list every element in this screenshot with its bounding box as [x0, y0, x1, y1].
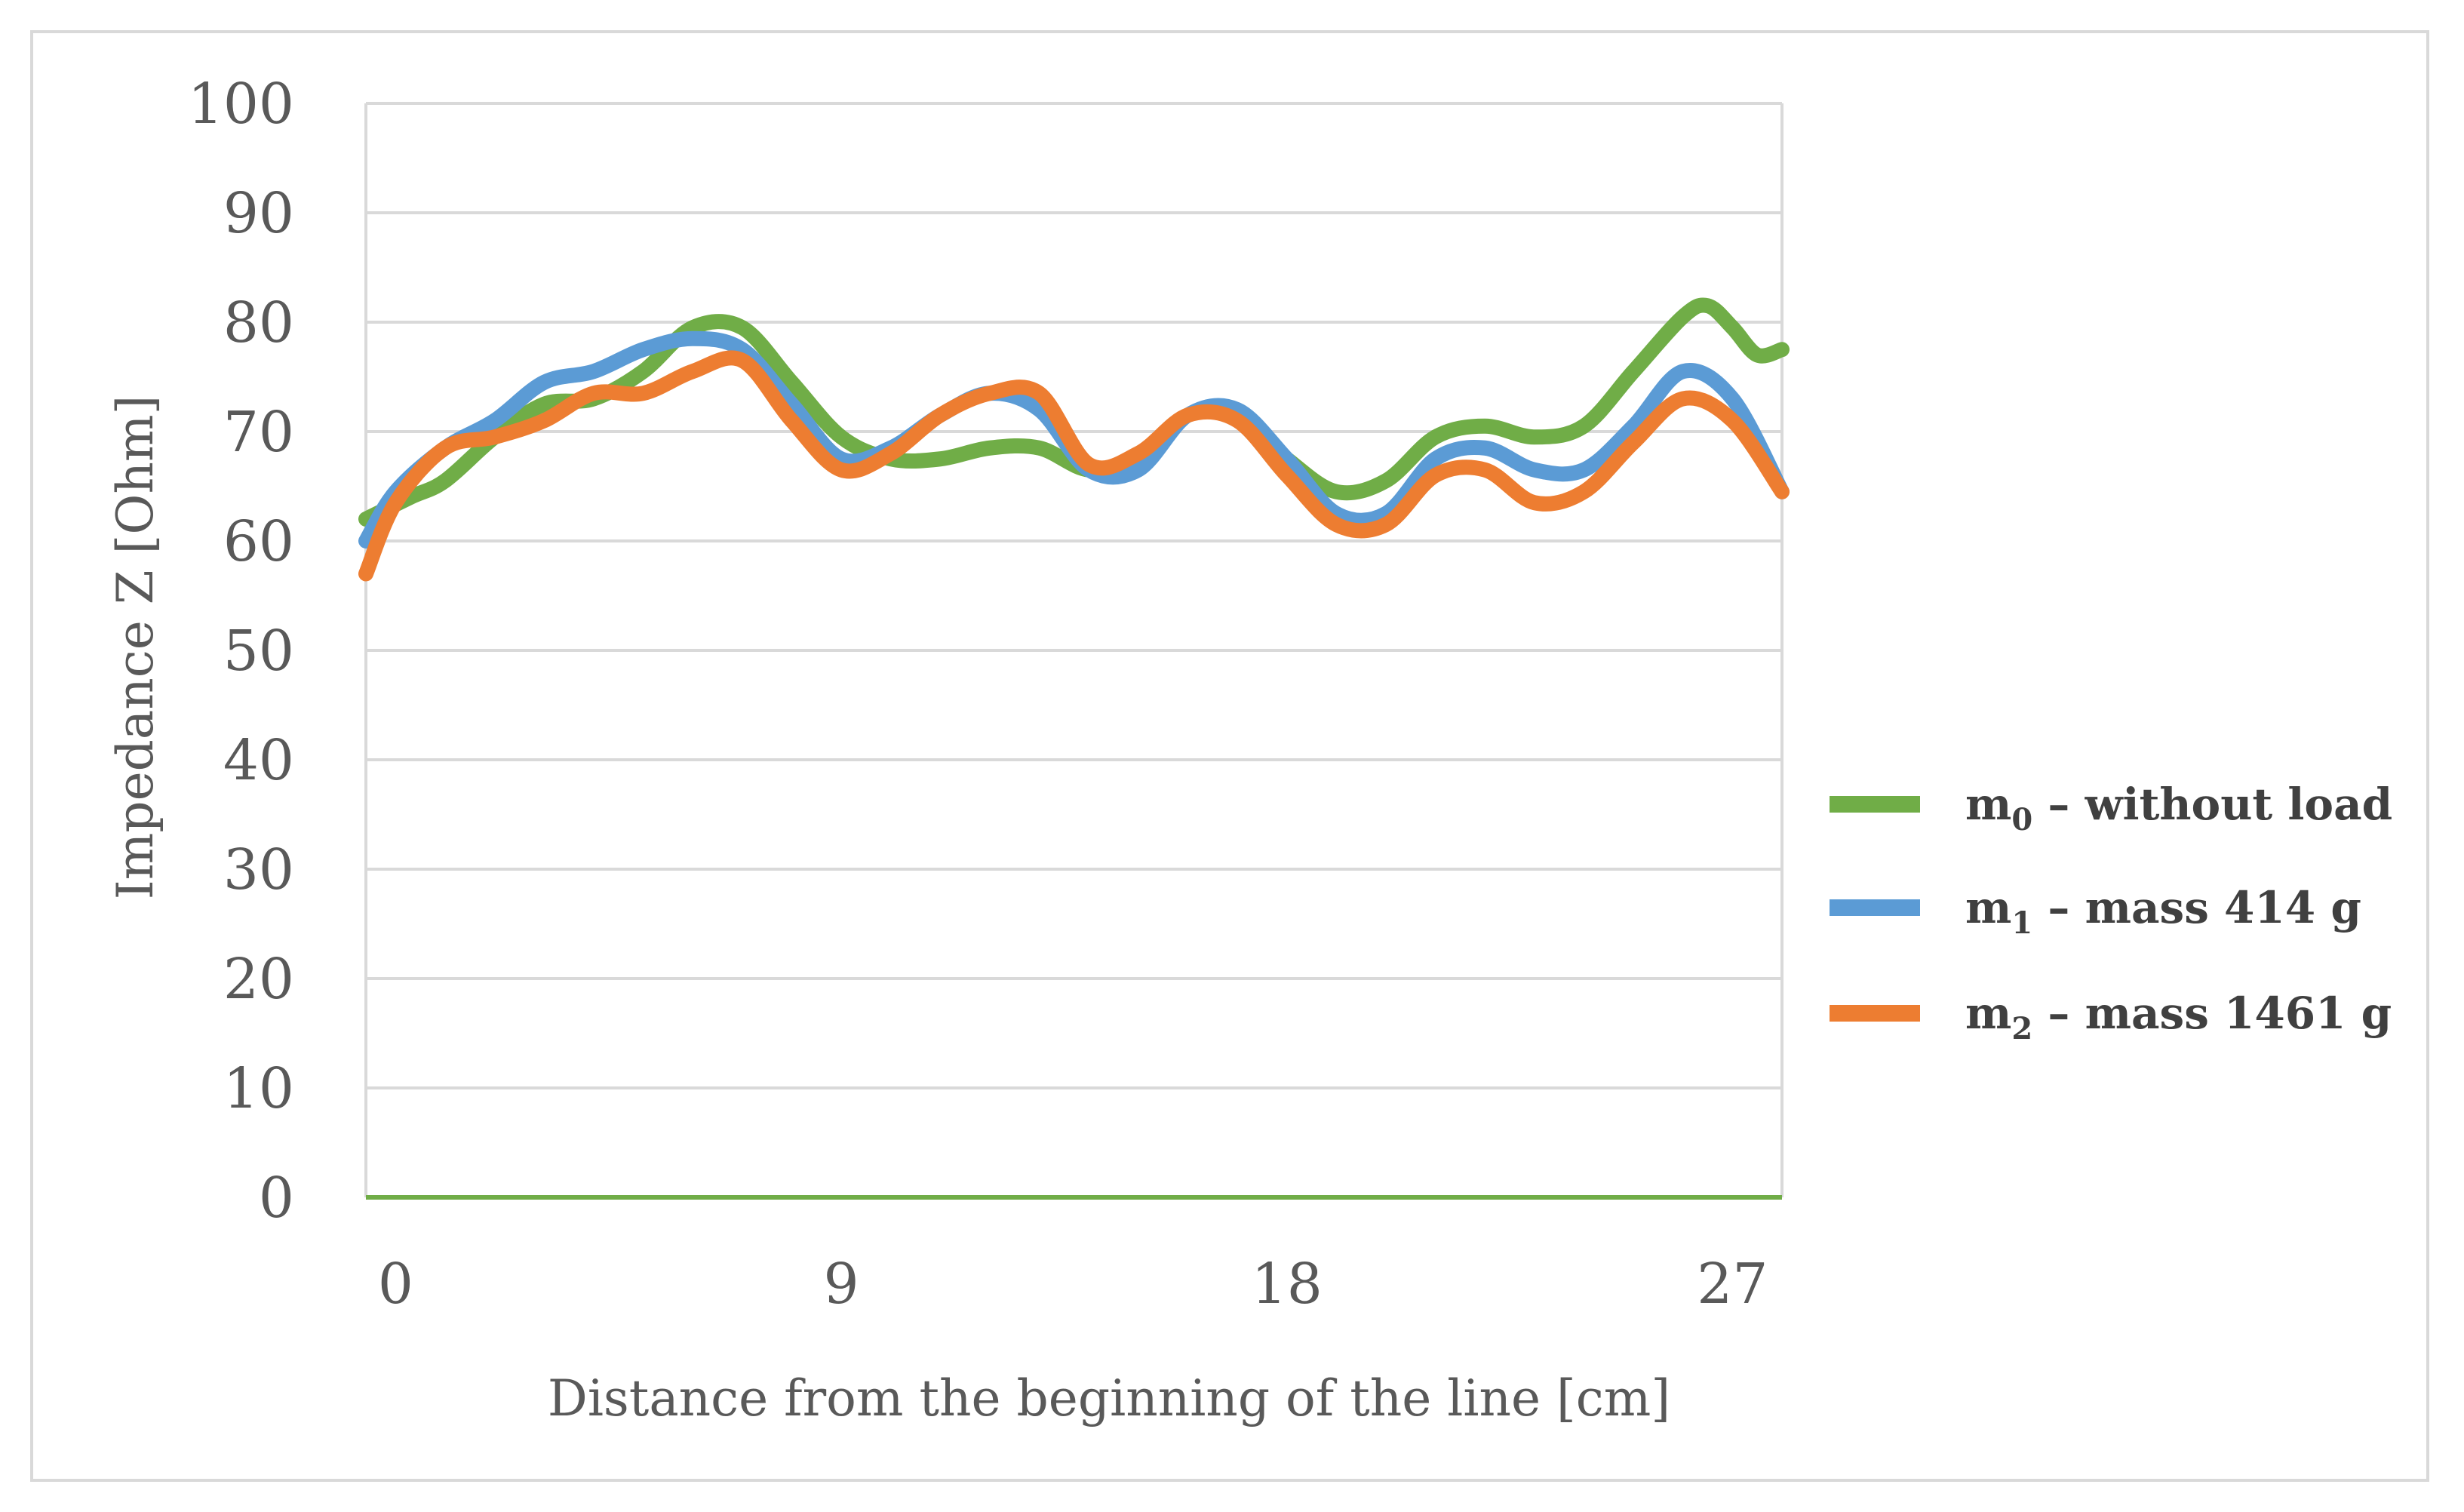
legend-label-m0: m0 – without load: [1965, 779, 2392, 837]
series-line-m2: [358, 350, 1790, 582]
x-axis-ticks: 0 9 18 27: [378, 1252, 1768, 1317]
legend-label-m1: m1 – mass 414 g: [1965, 882, 2361, 941]
y-tick-label: 100: [188, 72, 294, 137]
gridlines: [364, 102, 1783, 1200]
y-tick-label: 60: [223, 509, 294, 574]
x-tick-label: 18: [1252, 1252, 1323, 1317]
y-tick-label: 70: [223, 400, 294, 465]
x-tick-label: 27: [1697, 1252, 1768, 1317]
y-tick-label: 80: [223, 290, 294, 355]
y-axis-ticks: 0 10 20 30 40 50 60 70 80 90 100: [188, 72, 294, 1231]
y-tick-label: 90: [223, 181, 294, 246]
series-line-m0: [358, 297, 1790, 527]
y-tick-label: 0: [259, 1166, 294, 1231]
y-tick-label: 10: [223, 1056, 294, 1121]
legend: m0 – without load m1 – mass 414 g m2 – mas…: [1830, 779, 2392, 1046]
y-tick-label: 30: [223, 837, 294, 902]
y-tick-label: 50: [223, 619, 294, 684]
series-lines: [358, 297, 1790, 582]
chart-frame: [30, 30, 2429, 1482]
x-tick-label: 9: [823, 1252, 859, 1317]
x-tick-label: 0: [378, 1252, 413, 1317]
legend-label-m2: m2 – mass 1461 g: [1965, 988, 2392, 1046]
y-tick-label: 20: [223, 947, 294, 1012]
y-axis-title: Impedance Z [Ohm]: [106, 395, 164, 900]
x-axis-title: Distance from the beginning of the line …: [548, 1369, 1670, 1427]
y-tick-label: 40: [223, 728, 294, 793]
